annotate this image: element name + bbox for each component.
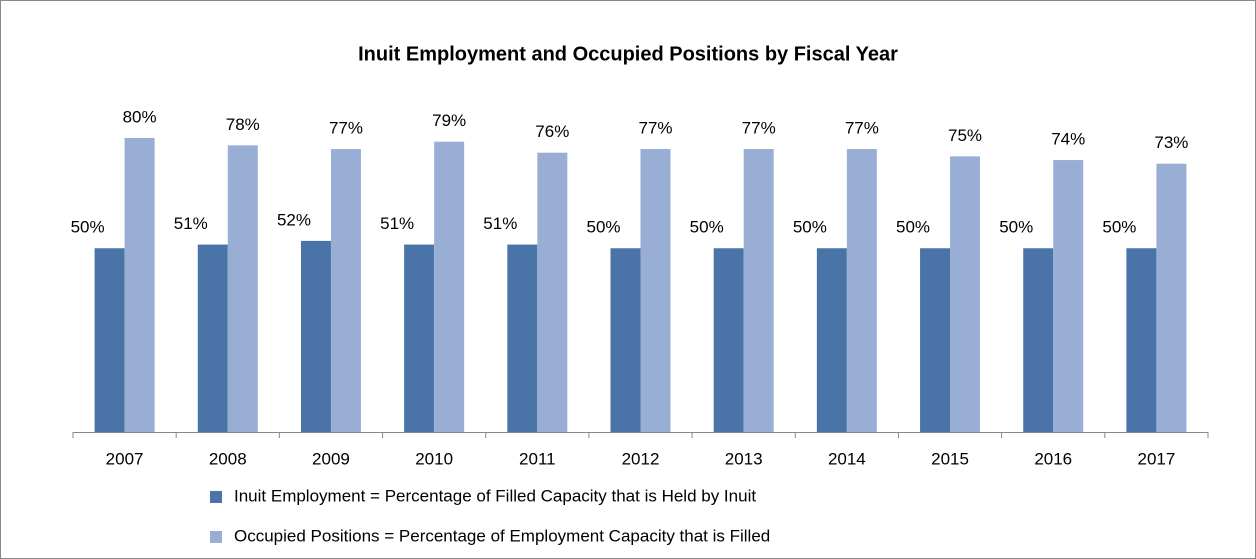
- x-tick-label: 2017: [1137, 449, 1175, 468]
- bar: [950, 156, 981, 432]
- x-tick-label: 2010: [415, 449, 453, 468]
- bar: [1156, 163, 1187, 432]
- chart-title: Inuit Employment and Occupied Positions …: [358, 43, 898, 65]
- value-label: 50%: [71, 218, 105, 237]
- value-label: 50%: [586, 218, 620, 237]
- value-label: 75%: [948, 126, 982, 145]
- bar: [300, 240, 331, 432]
- legend-label: Occupied Positions = Percentage of Emplo…: [234, 526, 770, 545]
- value-label: 77%: [638, 119, 672, 138]
- value-label: 73%: [1154, 133, 1188, 152]
- x-tick-label: 2007: [106, 449, 144, 468]
- value-label: 50%: [999, 218, 1033, 237]
- bar: [1053, 160, 1084, 433]
- bar: [1023, 248, 1054, 432]
- bar: [404, 244, 435, 432]
- value-label: 51%: [380, 214, 414, 233]
- x-tick-label: 2011: [519, 449, 556, 468]
- bar: [197, 244, 228, 432]
- legend-label: Inuit Employment = Percentage of Filled …: [234, 486, 756, 505]
- bar: [640, 149, 671, 432]
- x-tick-label: 2016: [1034, 449, 1072, 468]
- x-tick-label: 2013: [725, 449, 763, 468]
- value-label: 50%: [690, 218, 724, 237]
- value-label: 80%: [123, 107, 157, 126]
- x-tick-label: 2014: [828, 449, 866, 468]
- bar: [846, 149, 877, 432]
- x-tick-label: 2009: [312, 449, 350, 468]
- bar: [537, 152, 568, 432]
- bar: [816, 248, 847, 432]
- value-label: 51%: [483, 214, 517, 233]
- value-label: 52%: [277, 210, 311, 229]
- bar: [713, 248, 744, 432]
- bar: [920, 248, 951, 432]
- x-tick-label: 2015: [931, 449, 969, 468]
- value-label: 50%: [1102, 218, 1136, 237]
- legend-swatch: [210, 531, 222, 543]
- x-tick-label: 2008: [209, 449, 247, 468]
- bar: [330, 149, 361, 432]
- value-label: 50%: [896, 218, 930, 237]
- bar: [94, 248, 125, 432]
- value-label: 76%: [535, 122, 569, 141]
- value-label: 77%: [742, 119, 776, 138]
- value-label: 78%: [226, 115, 260, 134]
- value-label: 77%: [845, 119, 879, 138]
- x-tick-label: 2012: [622, 449, 660, 468]
- bar: [507, 244, 538, 432]
- bar: [124, 138, 155, 432]
- value-label: 51%: [174, 214, 208, 233]
- bar: [743, 149, 774, 432]
- bar: [610, 248, 641, 432]
- value-label: 77%: [329, 119, 363, 138]
- bar: [434, 141, 465, 433]
- legend-swatch: [210, 491, 222, 503]
- bar: [227, 145, 258, 432]
- bar: [1126, 248, 1157, 432]
- value-label: 50%: [793, 218, 827, 237]
- value-label: 79%: [432, 111, 466, 130]
- value-label: 74%: [1051, 130, 1085, 149]
